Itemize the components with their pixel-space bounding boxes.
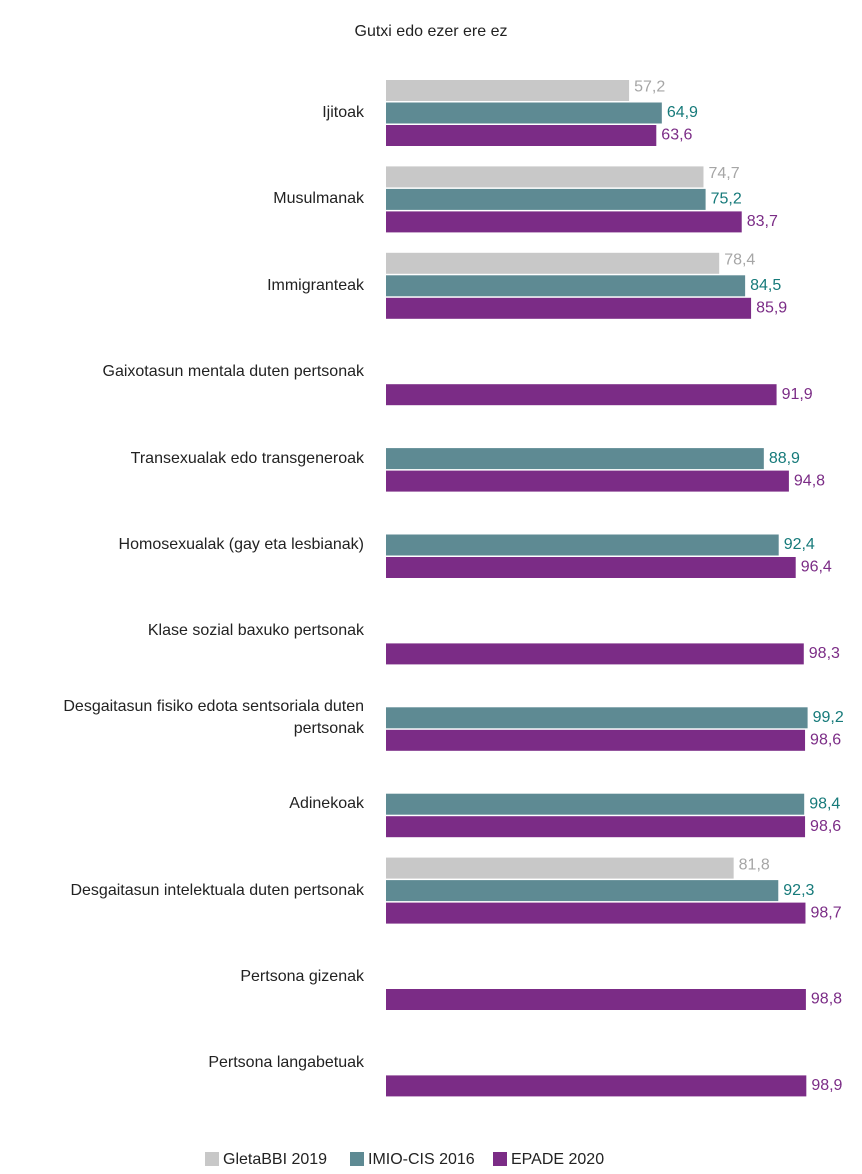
value-label: 96,4 [801, 559, 832, 576]
bar [386, 188, 706, 210]
value-label: 63,6 [661, 127, 692, 144]
bar [386, 707, 808, 729]
category-label: Pertsona gizenak [240, 968, 364, 985]
bar [386, 643, 804, 665]
value-label: 78,4 [724, 252, 755, 269]
bar [386, 166, 704, 188]
bar [386, 275, 746, 297]
category-label: Ijitoak [322, 104, 364, 121]
bar [386, 989, 806, 1010]
bar [386, 252, 720, 274]
bar [386, 816, 806, 838]
category-label: Transexualak edo transgeneroak [130, 449, 364, 467]
value-label: 74,7 [708, 165, 739, 182]
legend-swatch [350, 1152, 364, 1166]
bar [386, 534, 779, 556]
bar [386, 384, 777, 406]
value-label: 92,3 [783, 882, 814, 899]
bar [386, 902, 806, 924]
value-label: 98,3 [809, 645, 840, 662]
bar [386, 793, 805, 815]
legend-label: GletaBBI 2019 [223, 1151, 327, 1168]
legend-label: IMIO-CIS 2016 [368, 1151, 475, 1168]
bar [386, 80, 630, 101]
value-label: 98,4 [809, 795, 840, 812]
value-label: 99,2 [813, 709, 844, 726]
value-label: 98,7 [810, 904, 841, 921]
bar [386, 448, 764, 470]
value-label: 91,9 [782, 386, 813, 403]
category-label: Adinekoak [289, 795, 364, 813]
legend-swatch [493, 1152, 507, 1166]
value-label: 57,2 [634, 79, 665, 96]
legend-swatch [205, 1152, 219, 1166]
bar [386, 857, 734, 879]
bar [386, 297, 752, 319]
value-label: 88,9 [769, 450, 800, 467]
category-label: Desgaitasun fisiko edotа sentsoriala dut… [63, 697, 364, 737]
value-label: 64,9 [667, 104, 698, 121]
category-label: Gaixotasun mentala duten pertsonak [102, 363, 365, 381]
value-label: 94,8 [794, 472, 825, 489]
value-label: 92,4 [784, 536, 815, 553]
bar [386, 102, 662, 124]
category-label: Homosexualak (gay eta lesbianak) [118, 536, 364, 553]
value-label: 85,9 [756, 300, 787, 317]
bar [386, 211, 742, 233]
value-label: 84,5 [750, 277, 781, 294]
category-label: Musulmanak [273, 190, 364, 208]
category-label: Klase sozial baxuko pertsonak [147, 622, 364, 640]
bar [386, 125, 657, 146]
value-label: 98,6 [810, 818, 841, 835]
bar [386, 1075, 807, 1097]
category-label: Immigranteak [267, 276, 364, 294]
bar [386, 557, 796, 578]
bar [386, 729, 806, 751]
value-label: 75,2 [711, 191, 742, 208]
chart-title: Gutxi edo ezer ere ez [355, 23, 508, 40]
value-label: 83,7 [747, 213, 778, 230]
value-label: 98,8 [811, 991, 842, 1008]
value-label: 98,6 [810, 732, 841, 749]
bar [386, 880, 779, 902]
value-label: 81,8 [739, 856, 770, 873]
bar [386, 470, 789, 492]
category-label: Pertsona langabetuak [208, 1054, 364, 1072]
category-label: Desgaitasun intelektuala duten pertsonak [70, 881, 364, 899]
value-label: 98,9 [811, 1077, 842, 1094]
legend-label: EPADE 2020 [511, 1151, 604, 1168]
